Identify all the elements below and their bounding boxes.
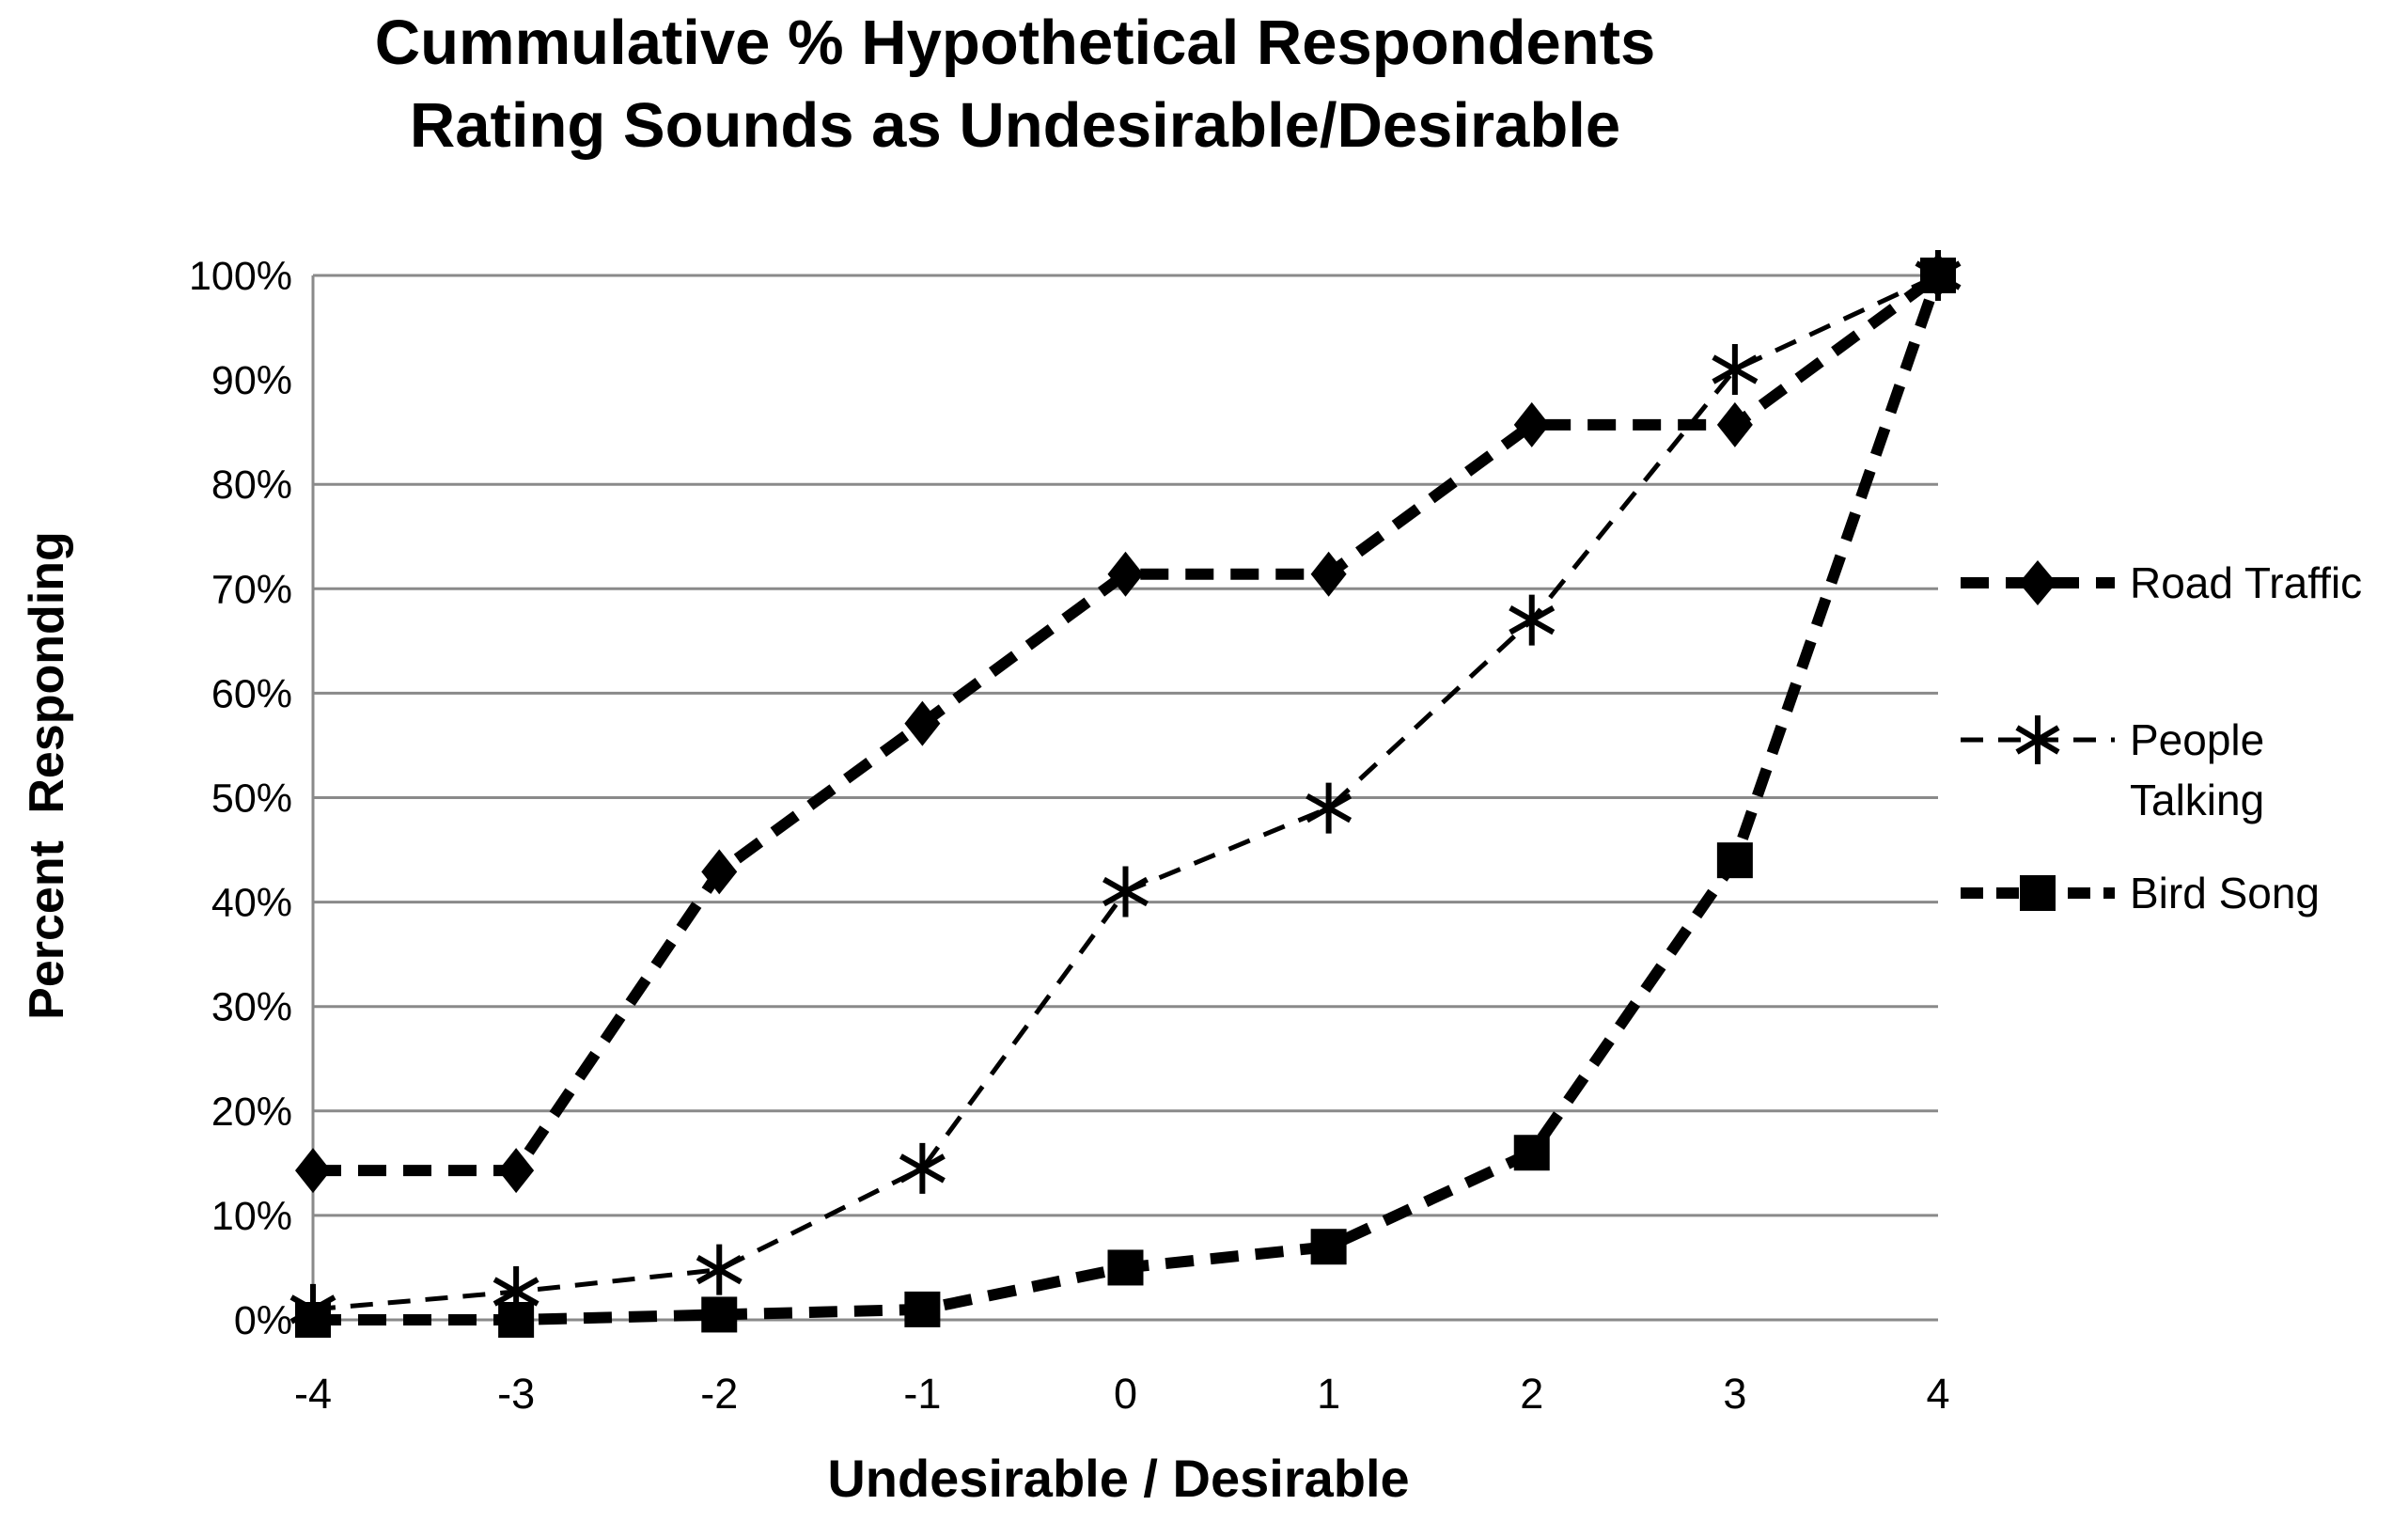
series-road-traffic-point-2-marker-diamond [1513, 401, 1550, 447]
legend-entry-bird-song: Bird Song [1957, 863, 2320, 923]
x-tick-label--1: -1 [903, 1370, 941, 1418]
chart-title: Cummulative % Hypothetical Respondents R… [47, 2, 1983, 167]
asterisk-stroke [1509, 605, 1556, 635]
y-tick-label-20%: 20% [211, 1090, 292, 1135]
series-road-traffic-point-1-marker-diamond [1310, 551, 1347, 597]
y-tick-label-70%: 70% [211, 567, 292, 612]
series-bird-song-point-4-marker-square [1920, 258, 1956, 293]
series-road-traffic-point-3-marker-diamond [1716, 401, 1753, 447]
y-tick-label-60%: 60% [211, 671, 292, 716]
y-tick-label-30%: 30% [211, 985, 292, 1030]
y-tick-label-90%: 90% [211, 358, 292, 403]
series-line-road-traffic [313, 271, 1942, 1177]
series-people-talking-point--2-marker-asterisk [696, 1244, 743, 1295]
y-tick-label-100%: 100% [189, 254, 292, 299]
series-people-talking-point-3-marker-asterisk [1712, 343, 1759, 395]
x-tick-label-4: 4 [1926, 1370, 1949, 1418]
series-people-talking-point-2-marker-asterisk [1509, 594, 1556, 646]
x-tick-label--4: -4 [294, 1370, 332, 1418]
series-bird-song-point--2-marker-square [701, 1296, 738, 1333]
series-road-traffic-point--1-marker-diamond [904, 700, 941, 746]
legend-sample-bird-song-line-icon [1961, 875, 2115, 911]
series-bird-song-point-0-marker-square [1107, 1249, 1144, 1286]
series-line-people-talking [312, 273, 1940, 1312]
chart-title-line-2: Rating Sounds as Undesirable/Desirable [409, 90, 1621, 161]
x-axis-title: Undesirable / Desirable [827, 1449, 1410, 1508]
x-tick-label-2: 2 [1520, 1370, 1543, 1418]
legend-label-people-talking-line-1: People [2130, 715, 2265, 764]
series-road-traffic-point-0-marker-diamond [1107, 551, 1144, 597]
legend-sample-people-talking-line-icon [1961, 715, 2115, 764]
y-tick-label-0%: 0% [234, 1298, 292, 1343]
y-tick-label-50%: 50% [211, 776, 292, 822]
series-bird-song-point--3-marker-square [498, 1302, 535, 1338]
x-tick-label--3: -3 [497, 1370, 535, 1418]
series-road-traffic-point--4-marker-diamond [295, 1148, 331, 1194]
series-bird-song-point-3-marker-square [1716, 842, 1753, 879]
chart-title-line-1: Cummulative % Hypothetical Respondents [374, 8, 1656, 78]
series-people-talking-point--1-marker-asterisk [899, 1142, 946, 1194]
y-tick-label-80%: 80% [211, 463, 292, 508]
y-axis-title: Percent Responding [20, 531, 74, 1020]
x-tick-label--2: -2 [700, 1370, 738, 1418]
y-tick-label-10%: 10% [211, 1194, 292, 1239]
legend-label-bird-song: Bird Song [2130, 869, 2321, 917]
series-people-talking-point-1-marker-asterisk [1306, 782, 1353, 834]
asterisk-stroke [1102, 876, 1149, 907]
x-tick-label-1: 1 [1317, 1370, 1340, 1418]
y-tick-label-40%: 40% [211, 881, 292, 926]
series-road-traffic-point--2-marker-diamond [701, 849, 738, 895]
asterisk-stroke [493, 1277, 539, 1307]
series-road-traffic-point--3-marker-diamond [498, 1148, 535, 1194]
x-tick-label-0: 0 [1114, 1370, 1137, 1418]
series-bird-song-point-2-marker-square [1513, 1135, 1550, 1171]
legend-label-road-traffic: Road Traffic [2130, 558, 2363, 607]
asterisk-stroke [899, 1153, 946, 1184]
series-bird-song-point--4-marker-square [295, 1302, 331, 1338]
series-bird-song-point--1-marker-square [904, 1291, 941, 1327]
legend-entry-road-traffic: Road Traffic [1957, 553, 2362, 613]
asterisk-stroke [1712, 354, 1759, 384]
x-tick-label-3: 3 [1723, 1370, 1746, 1418]
asterisk-stroke [696, 1255, 743, 1285]
legend-entry-people-talking: People Talking [1957, 710, 2264, 830]
asterisk-stroke [1306, 792, 1353, 823]
series-bird-song-point-1-marker-square [1310, 1229, 1347, 1265]
legend-sample-road-traffic-line-icon [1961, 560, 2115, 605]
legend-label-people-talking-line-2: Talking [2130, 776, 2265, 824]
series-people-talking-point-0-marker-asterisk [1102, 866, 1149, 917]
legend-label-people-talking: People Talking [2119, 710, 2264, 830]
